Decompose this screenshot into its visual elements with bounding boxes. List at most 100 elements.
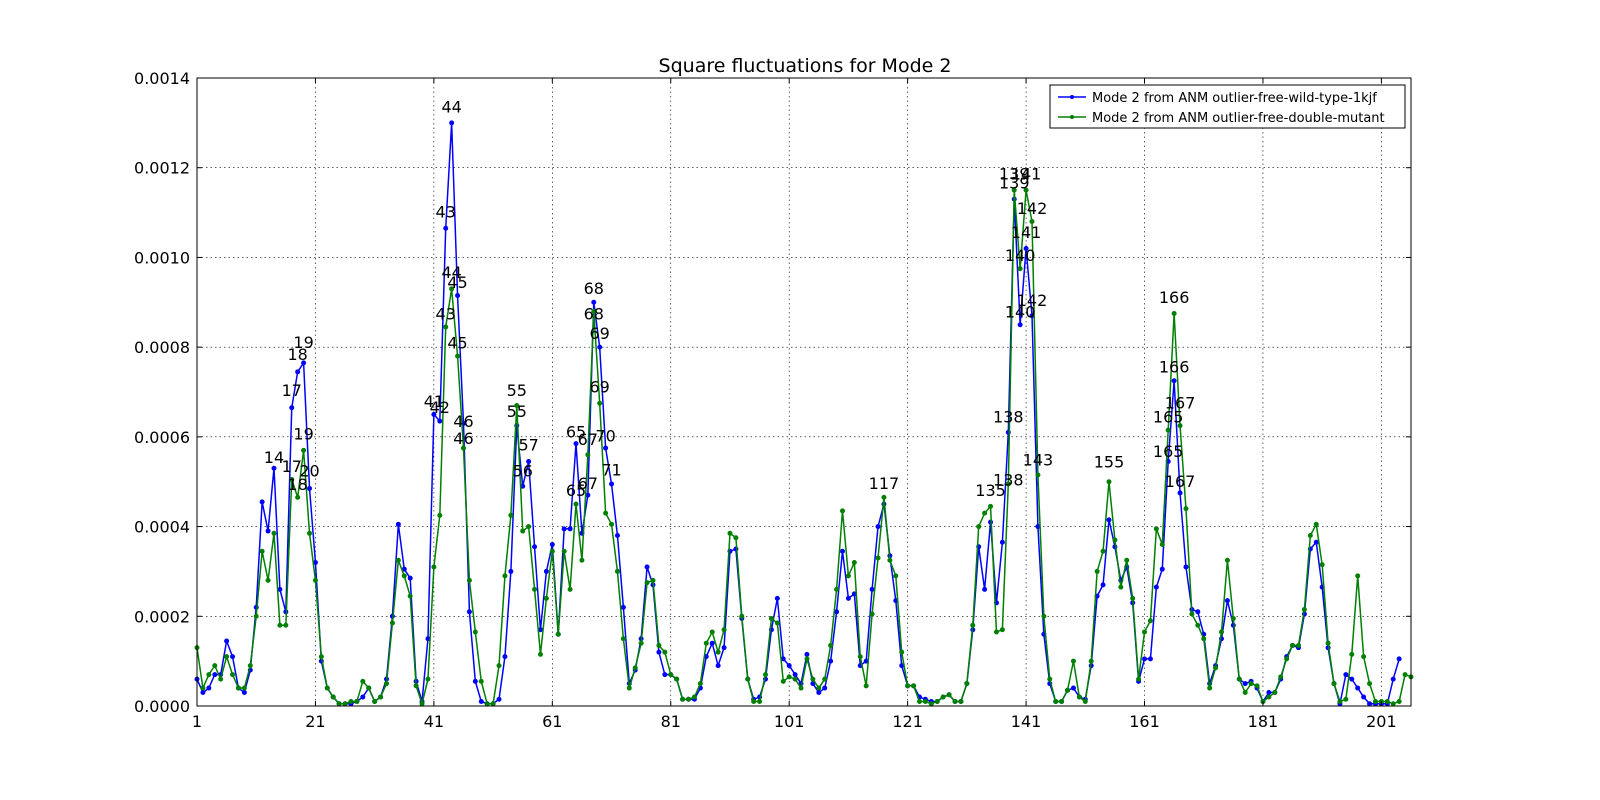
data-point [307,530,313,536]
data-point [970,622,976,628]
residue-annotation: 43 [436,203,456,222]
data-point [745,676,751,682]
data-point [206,672,212,678]
data-point [330,694,336,700]
data-point [1165,427,1171,433]
data-point [1100,548,1106,554]
grid [197,78,1411,706]
data-point [1065,687,1071,693]
data-point [443,324,449,330]
data-point [1248,681,1254,687]
series-2 [194,187,1414,707]
residue-annotation: 56 [513,462,533,481]
data-point [715,663,721,669]
data-point [1242,690,1248,696]
data-point [1011,187,1017,193]
residue-annotation: 140 [1005,302,1036,321]
x-tick-label: 41 [424,712,444,731]
data-point [360,678,366,684]
data-point [1266,690,1272,696]
data-point [585,452,591,458]
residue-annotation: 44 [441,97,461,116]
data-point [1290,642,1296,648]
data-point [982,510,988,516]
data-point [389,620,395,626]
data-point [591,299,597,305]
data-point [644,580,650,586]
residue-annotation: 55 [507,402,527,421]
data-point [295,369,301,375]
data-point [668,672,674,678]
residue-annotation: 67 [578,430,598,449]
data-point [532,586,538,592]
data-point [1254,683,1260,689]
data-point [277,586,283,592]
data-point [709,629,715,635]
data-point [301,447,307,453]
data-point [656,642,662,648]
residue-annotation: 65 [566,422,586,441]
data-point [312,577,318,583]
data-point [733,535,739,541]
x-tick-label: 121 [892,712,923,731]
data-point [1337,699,1343,705]
residue-annotation: 46 [453,412,473,431]
data-point [431,411,437,417]
data-point [1284,656,1290,662]
data-point [1047,676,1053,682]
data-point [650,577,656,583]
residue-annotation: 68 [584,279,604,298]
residue-annotation: 65 [566,481,586,500]
data-point [520,528,526,534]
data-point [816,685,822,691]
data-point [1325,640,1331,646]
data-point [342,701,348,707]
data-point [449,286,455,292]
data-point [798,685,804,691]
residue-annotation: 165 [1153,442,1184,461]
data-point [585,492,591,498]
data-point [591,308,597,314]
data-point [1331,681,1337,687]
residue-annotation: 41 [424,392,444,411]
data-point [774,595,780,601]
data-point [863,683,869,689]
axis-ticks: 1 21 41 61 81 101 121 141 161 181 2010.00000.00020… [134,69,1411,731]
data-point [1177,490,1183,496]
data-point [1372,699,1378,705]
data-point [1124,557,1130,563]
data-point [1177,423,1183,429]
data-point [224,638,230,644]
data-point [597,344,603,350]
data-point [1349,651,1355,657]
residue-annotation: 43 [436,305,456,324]
data-point [348,699,354,705]
data-point [1218,629,1224,635]
data-point [1349,676,1355,682]
data-point [614,568,620,574]
data-point [271,465,277,471]
data-point [1088,658,1094,664]
data-point [626,685,632,691]
data-point [561,548,567,554]
data-point [455,353,461,359]
residue-annotation: 141 [1011,165,1042,184]
data-point [804,656,810,662]
data-point [1076,694,1082,700]
data-point [1053,699,1059,705]
data-point [609,521,615,527]
y-tick-label: 0.0000 [134,697,190,716]
data-point [496,663,502,669]
data-point [1017,266,1023,272]
residue-annotation: 18 [287,345,307,364]
y-tick-label: 0.0002 [134,607,190,626]
residue-annotation: 45 [447,334,467,353]
data-point [1171,378,1177,384]
data-point [988,503,994,509]
y-tick-label: 0.0014 [134,69,190,88]
data-point [1313,521,1319,527]
data-point [727,530,733,536]
data-point [1070,658,1076,664]
data-point [768,616,774,622]
data-point [579,557,585,563]
